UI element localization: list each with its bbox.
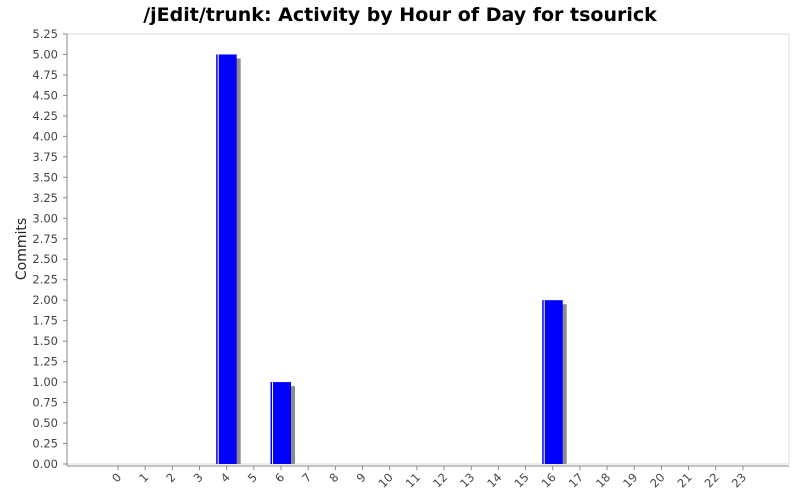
x-tick-label: 3	[191, 470, 206, 485]
y-tick-label: 0.00	[32, 457, 58, 471]
x-tick-label: 12	[430, 470, 450, 490]
plot-area: 0.00 0.25 0.50 0.75 1.00 1.25 1.50 1.75 2.00 2.25…	[32, 27, 790, 490]
x-tick-label: 13	[457, 470, 477, 490]
y-tick-label: 0.50	[32, 416, 58, 430]
y-tick-label: 3.25	[32, 191, 58, 205]
x-tick-label: 18	[593, 470, 613, 490]
y-tick-label: 0.75	[32, 396, 58, 410]
y-tick-label: 5.25	[32, 27, 58, 41]
x-tick-label: 22	[702, 470, 722, 490]
x-tick-label: 1	[136, 470, 151, 485]
x-tick-label: 8	[326, 470, 341, 485]
y-tick-label: 3.00	[32, 211, 58, 225]
y-tick-label: 4.00	[32, 129, 58, 143]
y-tick-label: 4.75	[32, 68, 58, 82]
x-tick-label: 16	[539, 470, 559, 490]
y-tick-label: 2.75	[32, 232, 58, 246]
y-tick-label: 5.00	[32, 47, 58, 61]
x-tick-label: 20	[647, 470, 667, 490]
plot-frame	[66, 33, 790, 465]
x-tick-label: 14	[484, 470, 504, 490]
x-tick-label: 17	[566, 470, 586, 490]
bar	[271, 382, 292, 464]
y-tick-label: 1.75	[32, 314, 58, 328]
x-tick-label: 2	[163, 470, 178, 485]
y-tick-label: 2.25	[32, 273, 58, 287]
y-tick-label: 4.25	[32, 109, 58, 123]
x-tick-label: 21	[674, 470, 694, 490]
y-tick-label: 1.00	[32, 375, 58, 389]
x-tick-label: 19	[620, 470, 640, 490]
y-tick-label: 2.50	[32, 252, 58, 266]
x-tick-label: 10	[376, 470, 396, 490]
y-tick-label: 0.25	[32, 437, 58, 451]
x-tick-label: 4	[218, 470, 233, 485]
x-tick-label: 23	[729, 470, 749, 490]
x-tick-label: 0	[109, 470, 124, 485]
bar	[542, 300, 563, 464]
y-tick-label: 3.50	[32, 170, 58, 184]
x-tick-label: 5	[245, 470, 260, 485]
y-tick-label: 1.50	[32, 334, 58, 348]
y-axis-label: Commits	[14, 218, 30, 280]
x-tick-label: 15	[511, 470, 531, 490]
x-tick-label: 9	[354, 470, 369, 485]
y-tick-label: 4.50	[32, 88, 58, 102]
x-tick-label: 6	[272, 470, 287, 485]
chart-title: /jEdit/trunk: Activity by Hour of Day fo…	[143, 4, 657, 26]
y-tick-label: 2.00	[32, 293, 58, 307]
bar	[216, 54, 237, 464]
y-tick-label: 1.25	[32, 355, 58, 369]
y-tick-label: 3.75	[32, 150, 58, 164]
x-tick-label: 7	[299, 470, 314, 485]
x-tick-label: 11	[403, 470, 423, 490]
